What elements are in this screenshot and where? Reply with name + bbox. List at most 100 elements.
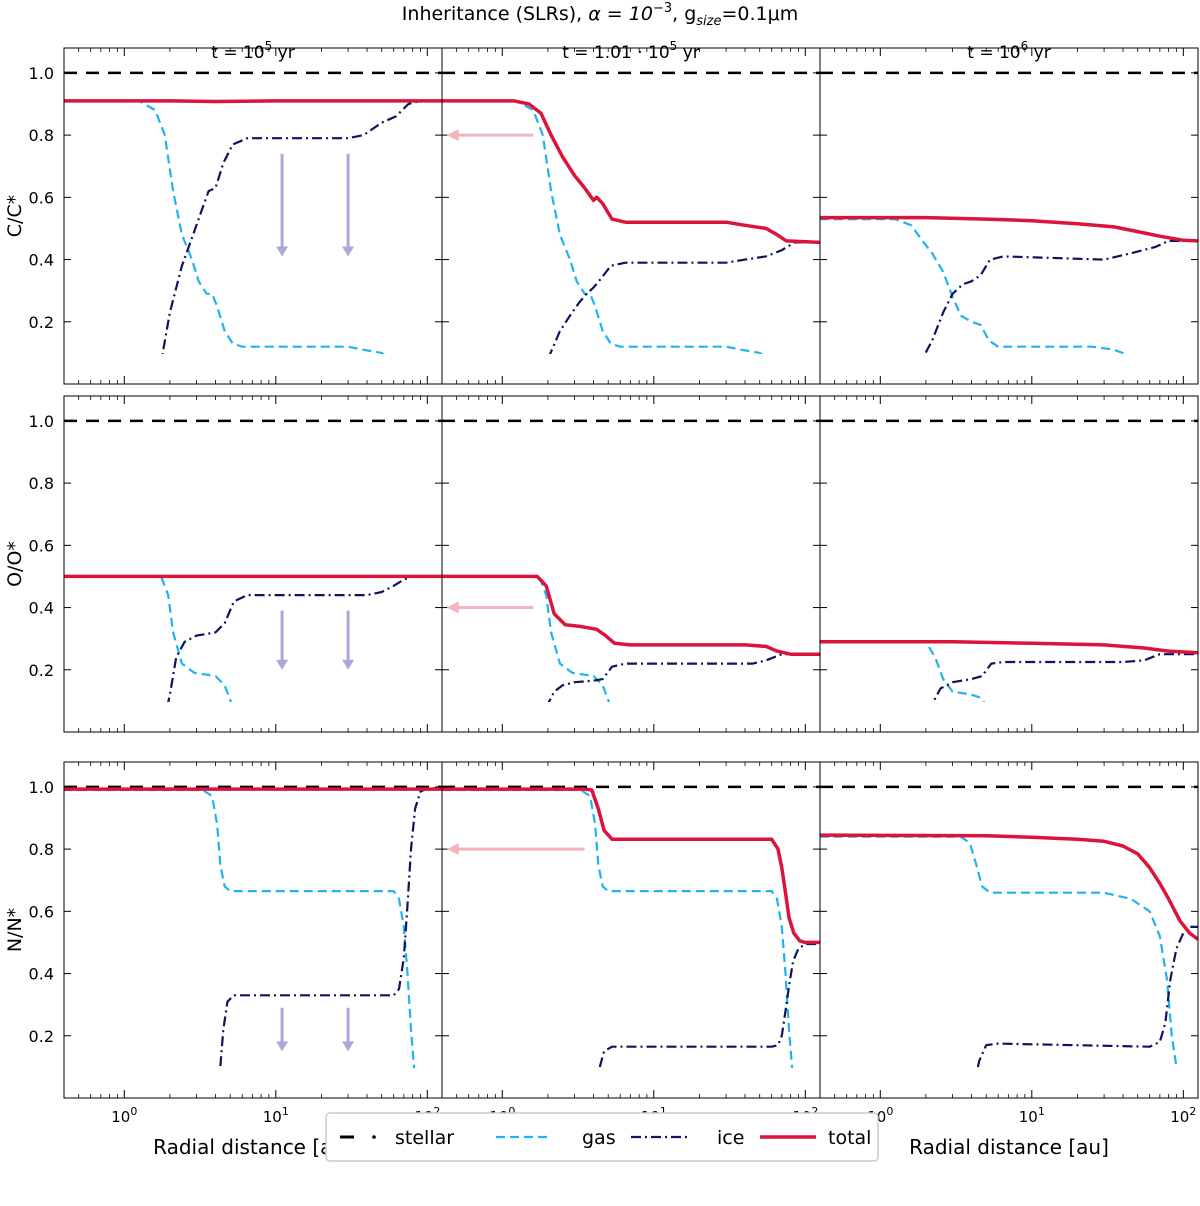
down-arrow-head	[276, 659, 289, 670]
y-tick-label: 0.8	[29, 840, 54, 859]
x-tick-label-base: 10	[111, 1108, 130, 1126]
panel-1-0: 0.2 0.4 0.6 0.8 1.0	[29, 395, 443, 733]
legend-label-ice: ice	[717, 1127, 744, 1149]
panel-frame	[63, 761, 443, 1099]
ice-line	[167, 575, 442, 702]
panel-0-2	[819, 47, 1199, 385]
legend-entry-total: total	[760, 1127, 871, 1149]
ice-line	[598, 942, 820, 1068]
gas-line	[820, 835, 1178, 1068]
legend-label-gas: gas	[582, 1127, 616, 1149]
panel-frame	[441, 47, 821, 385]
total-line	[64, 99, 442, 104]
y-tick-label: 0.6	[29, 902, 54, 921]
x-tick-label-base: 10	[263, 1108, 282, 1126]
left-arrow-head	[446, 601, 459, 614]
gas-line	[64, 575, 233, 702]
x-tick-label-exp: 0	[886, 1105, 893, 1118]
column-title-base: t = 10	[211, 43, 264, 63]
total-line	[442, 574, 820, 656]
x-tick-label-exp: 2	[1189, 1105, 1196, 1118]
left-arrow-head	[446, 129, 459, 142]
y-tick-label: 0.8	[29, 474, 54, 493]
x-tick-label-base: 10	[1170, 1108, 1189, 1126]
y-tick-label: 1.0	[29, 64, 54, 83]
x-tick-label: 101	[263, 1105, 289, 1126]
x-tick-label-exp: 1	[282, 1105, 289, 1118]
ice-line	[218, 787, 442, 1068]
left-arrow-head	[446, 843, 459, 856]
ice-line	[547, 653, 820, 702]
panel-frame	[441, 395, 821, 733]
y-axis-label: N/N*	[4, 908, 26, 952]
legend-entry-gas: gas	[496, 1127, 616, 1149]
panel-2-1: 100101102Radial distance [au]	[441, 761, 821, 1159]
x-tick-label-exp: 0	[130, 1105, 137, 1118]
x-axis-label: Radial distance [au]	[153, 1135, 353, 1159]
legend-entry-stellar: stellar	[340, 1127, 454, 1149]
gas-line	[442, 575, 611, 702]
y-tick-label: 0.2	[29, 313, 54, 332]
total-line	[820, 640, 1198, 655]
panel-2-2: 100101102Radial distance [au]	[819, 761, 1199, 1159]
y-tick-label: 0.4	[29, 251, 54, 270]
gas-line	[64, 99, 385, 354]
x-tick-label-base: 10	[1019, 1108, 1038, 1126]
panel-frame	[63, 47, 443, 385]
panel-0-1	[441, 47, 821, 385]
ice-line	[923, 239, 1198, 354]
y-tick-label: 0.6	[29, 188, 54, 207]
legend-entry-ice: ice	[631, 1127, 744, 1149]
column-title-exp: 5	[670, 39, 678, 53]
x-tick-label-exp: 0	[508, 1105, 515, 1118]
total-line	[442, 787, 820, 945]
panel-frame	[819, 761, 1199, 1099]
y-tick-label: 0.4	[29, 599, 54, 618]
down-arrow	[342, 610, 355, 670]
down-arrow	[276, 610, 289, 670]
y-tick-label: 0.6	[29, 536, 54, 555]
column-title-exp: 6	[1021, 39, 1029, 53]
x-tick-label-exp: 2	[433, 1105, 440, 1118]
gas-line	[820, 640, 986, 702]
y-tick-label: 0.4	[29, 965, 54, 984]
legend: stellar gas ice total	[325, 1112, 879, 1162]
down-arrow	[276, 1007, 289, 1052]
x-tick-label: 102	[1170, 1105, 1196, 1126]
left-arrow	[446, 129, 534, 142]
down-arrow	[342, 1007, 355, 1052]
column-title: t = 105 yr	[211, 39, 294, 63]
y-tick-label: 0.2	[29, 661, 54, 680]
down-arrow-head	[342, 1041, 355, 1052]
column-title-exp: 5	[265, 39, 273, 53]
x-tick-label-exp: 1	[660, 1105, 667, 1118]
panel-2-0: 0.20.40.60.81.0100101102Radial distance …	[29, 761, 443, 1159]
down-arrow-head	[342, 659, 355, 670]
y-axis-label: O/O*	[4, 541, 26, 587]
down-arrow	[342, 153, 355, 257]
panel-1-1	[441, 395, 821, 733]
gas-line	[442, 788, 794, 1068]
column-title: t = 1.01 · 105 yr	[562, 39, 700, 63]
x-tick-label: 101	[1019, 1105, 1045, 1126]
column-title-unit: yr	[677, 43, 699, 63]
ice-line	[161, 99, 442, 354]
y-tick-label: 1.0	[29, 778, 54, 797]
panel-1-2	[819, 395, 1199, 733]
total-line	[820, 833, 1198, 941]
ice-line	[976, 925, 1198, 1068]
legend-label-total: total	[828, 1127, 871, 1149]
y-axis-label: C/C*	[4, 195, 26, 237]
y-tick-label: 0.2	[29, 1027, 54, 1046]
figure-title: Inheritance (SLRs), α = 10−3, gsize=0.1μ…	[402, 1, 798, 29]
column-title-base: t = 10	[967, 43, 1020, 63]
down-arrow-head	[276, 246, 289, 257]
gas-line	[442, 99, 763, 354]
ice-line	[932, 653, 1198, 702]
total-line	[820, 215, 1198, 243]
x-axis-label: Radial distance [au]	[909, 1135, 1109, 1159]
x-tick-label: 100	[111, 1105, 137, 1126]
gas-line	[64, 788, 416, 1068]
left-arrow	[446, 601, 534, 614]
